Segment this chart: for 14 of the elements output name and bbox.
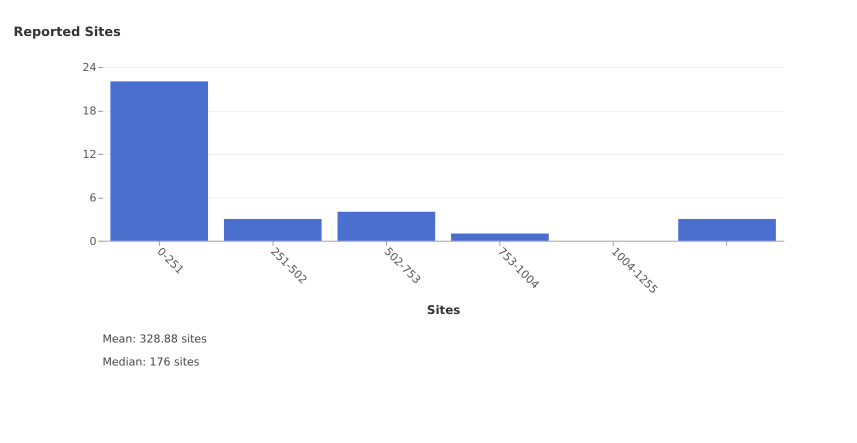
bar [224,219,322,241]
text: Mean: 328.88 sites [102,332,208,346]
y-tick-label: 6 [90,191,97,204]
bar [110,81,208,241]
y-tick-label: 0 [90,234,97,248]
x-axis-title: Sites [426,302,460,317]
bar [678,219,776,241]
text: Median: 176 sites [102,356,200,369]
y-tick-label: 12 [82,148,96,161]
bar [451,233,549,241]
bar [338,212,436,241]
y-tick-label: 18 [82,104,96,118]
y-tick-label: 24 [82,61,96,74]
chart-title: Reported Sites [13,24,122,40]
